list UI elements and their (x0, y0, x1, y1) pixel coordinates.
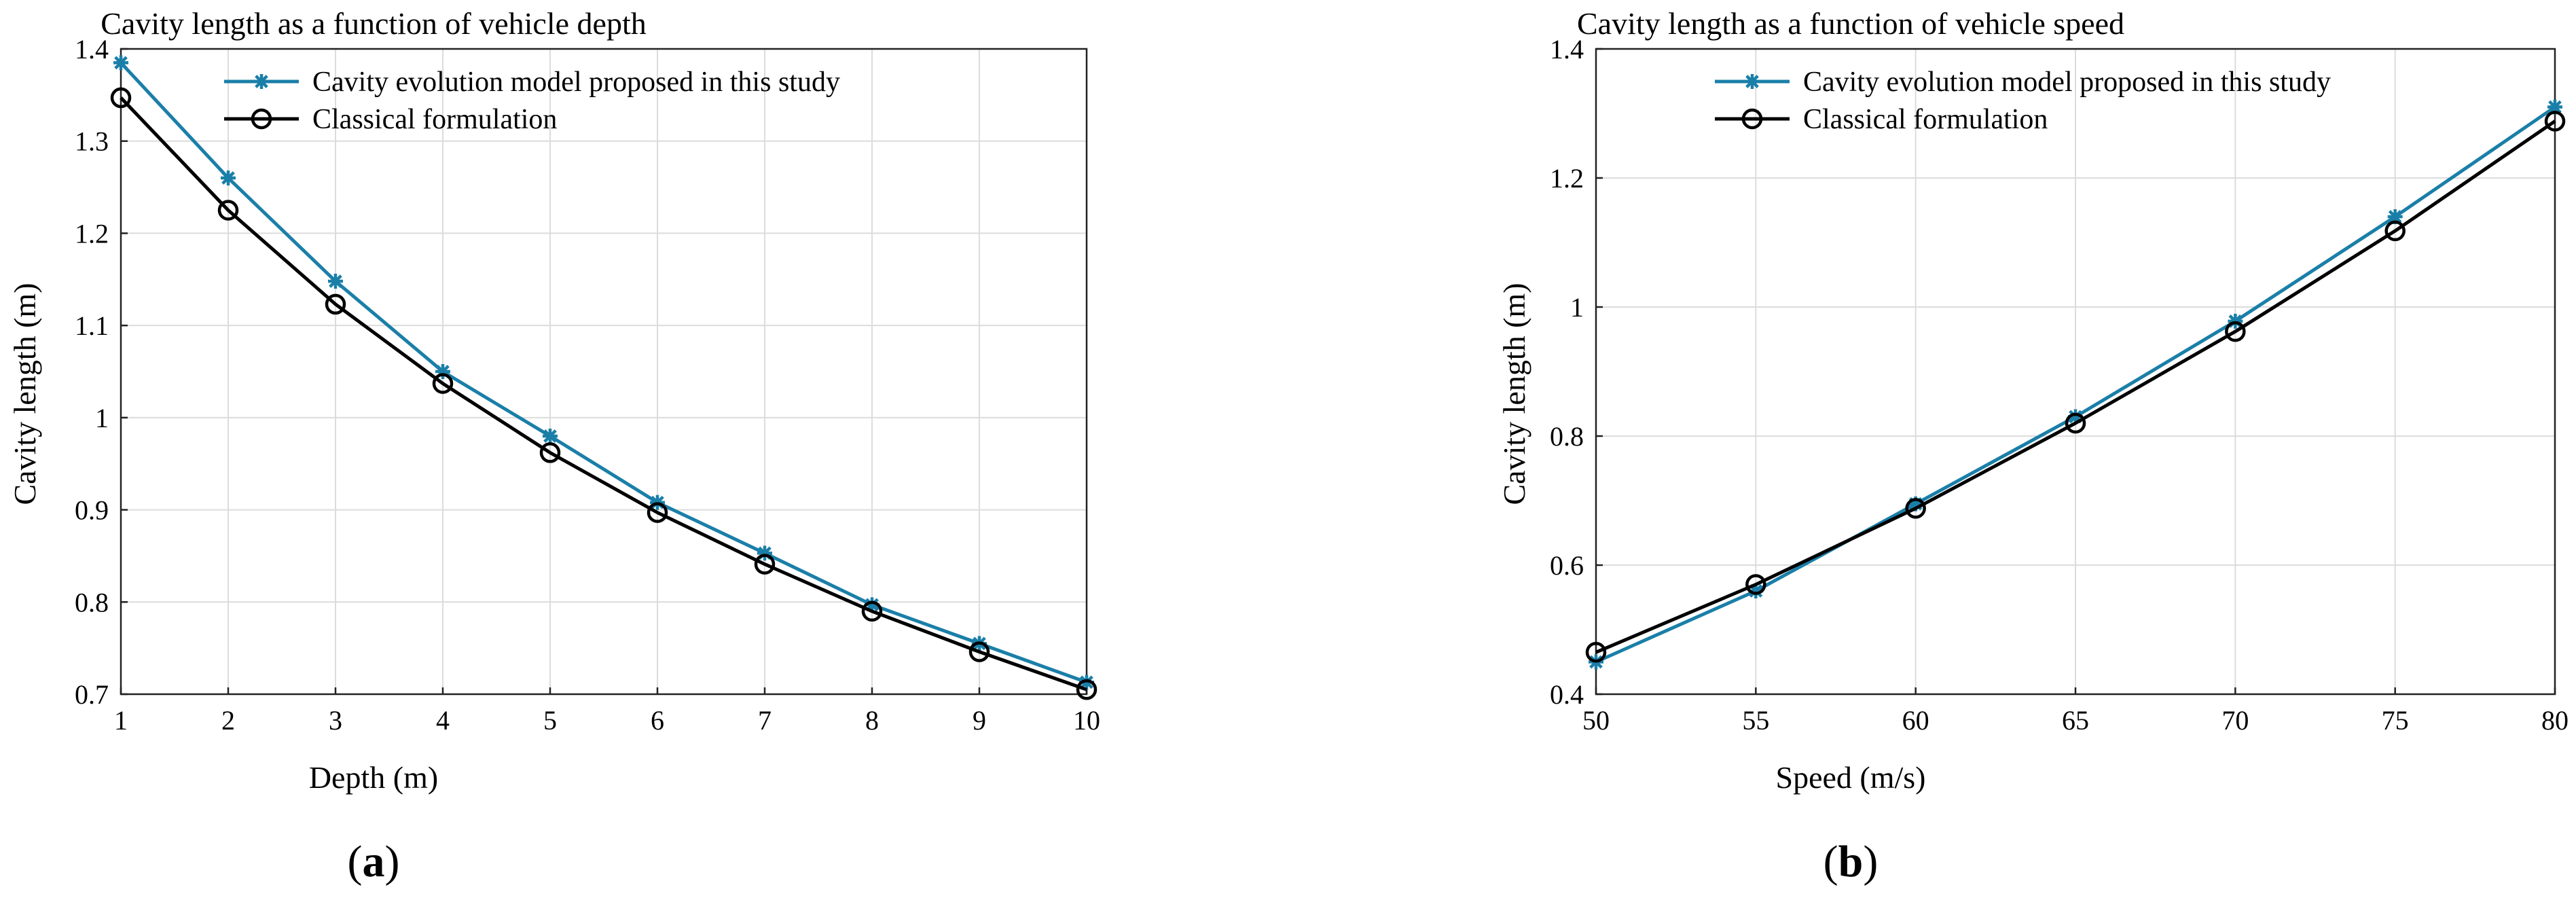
data-point-classical-a (217, 200, 239, 221)
data-point-classical-a (110, 87, 132, 109)
legend-label-proposed-b: Cavity evolution model proposed in this … (1803, 67, 2331, 98)
x-tick-label-a: 5 (543, 705, 557, 736)
legend-marker-classical-b (1741, 108, 1763, 130)
y-ticks-b: 0.4 0.6 0.8 1 1.2 1.4 (1550, 34, 1603, 710)
data-point-classical-a (754, 554, 776, 575)
y-tick-label-b: 1 (1570, 292, 1584, 323)
chart-title-a: Cavity length as a function of vehicle d… (101, 6, 647, 41)
legend-label-proposed-a: Cavity evolution model proposed in this … (312, 67, 840, 98)
y-tick-label-a: 1.1 (75, 310, 109, 341)
data-point-proposed-a (328, 274, 343, 289)
x-axis-label-a: Depth (m) (309, 760, 438, 795)
plot-frame-b (1595, 48, 2556, 696)
x-ticks-a: 1 2 3 4 5 6 7 8 9 10 (114, 687, 1100, 736)
data-point-classical-a (647, 502, 668, 523)
x-axis-label-b: Speed (m/s) (1775, 760, 1925, 795)
y-tick-label-a: 1.4 (75, 34, 109, 65)
legend-symbol-proposed-b (1745, 74, 1760, 89)
legend-symbol-classical-a (251, 108, 272, 130)
legend-symbol-classical-b (1741, 108, 1763, 130)
x-tick-label-a: 4 (436, 705, 450, 736)
series-group-a (110, 55, 1097, 700)
y-tick-label-b: 0.6 (1550, 550, 1584, 581)
x-tick-label-b: 50 (1582, 705, 1610, 736)
x-tick-label-a: 2 (221, 705, 235, 736)
y-ticks-a: 0.7 0.8 0.9 1 1.1 1.2 1.3 1.4 (75, 34, 128, 710)
legend-symbol-proposed-a (254, 74, 269, 89)
legend-marker-classical-a (251, 108, 272, 130)
data-point-proposed-a (543, 429, 558, 444)
x-tick-label-a: 7 (758, 705, 772, 736)
x-tick-label-b: 80 (2541, 705, 2569, 736)
y-axis-label-a: Cavity length (m) (7, 283, 42, 505)
data-point-classical-a (539, 442, 561, 463)
x-tick-label-a: 6 (651, 705, 664, 736)
series-line-classical-b (1595, 120, 2556, 654)
x-tick-label-b: 70 (2221, 705, 2249, 736)
series-group-b (1585, 99, 2566, 670)
x-tick-label-a: 8 (865, 705, 879, 736)
legend-label-classical-b: Classical formulation (1803, 104, 2048, 135)
x-tick-label-a: 10 (1073, 705, 1100, 736)
y-tick-label-a: 1 (95, 403, 109, 433)
y-tick-label-b: 0.8 (1550, 421, 1584, 452)
data-point-classical-a (432, 373, 454, 394)
data-point-classical-b (1905, 498, 1926, 519)
data-point-classical-a (325, 293, 346, 315)
data-point-classical-b (1585, 642, 1607, 663)
data-point-classical-b (2065, 412, 2086, 434)
x-tick-label-b: 75 (2382, 705, 2409, 736)
y-tick-label-a: 1.3 (75, 126, 109, 157)
data-point-classical-a (1076, 679, 1097, 700)
legend-label-classical-a: Classical formulation (312, 104, 557, 135)
data-point-proposed-b (2387, 209, 2403, 224)
chart-title-b: Cavity length as a function of vehicle s… (1577, 6, 2124, 41)
data-point-proposed-b (2547, 99, 2562, 115)
chart-panel-a: Cavity length as a function of vehicle d… (7, 6, 1100, 886)
data-point-classical-a (861, 600, 883, 622)
x-tick-label-b: 55 (1742, 705, 1769, 736)
data-point-proposed-b (1748, 583, 1764, 598)
data-point-proposed-a (113, 55, 128, 71)
y-tick-label-a: 0.8 (75, 587, 109, 617)
data-point-proposed-a (865, 597, 879, 613)
data-point-classical-b (2384, 220, 2406, 242)
legend-marker-proposed-b (1745, 74, 1760, 89)
y-axis-label-b: Cavity length (m) (1497, 283, 1531, 505)
panel-caption-a: (a) (348, 837, 400, 886)
series-line-classical-a (120, 96, 1087, 691)
data-point-proposed-a (757, 545, 772, 561)
data-point-classical-b (2225, 321, 2246, 342)
legend-marker-proposed-a (254, 74, 269, 89)
data-point-proposed-a (435, 364, 450, 379)
legend-b: Cavity evolution model proposed in this … (1715, 67, 2331, 135)
y-tick-label-b: 1.4 (1550, 34, 1584, 65)
x-tick-label-b: 65 (2062, 705, 2089, 736)
x-tick-label-a: 9 (973, 705, 986, 736)
data-point-proposed-a (221, 170, 236, 185)
series-line-proposed-a (120, 61, 1087, 684)
plot-frame-a (120, 48, 1088, 696)
x-tick-label-a: 3 (329, 705, 342, 736)
data-point-classical-a (968, 641, 990, 662)
y-tick-label-a: 0.9 (75, 495, 109, 526)
data-point-classical-b (1745, 574, 1766, 595)
y-tick-label-a: 1.2 (75, 218, 109, 249)
legend-a: Cavity evolution model proposed in this … (224, 67, 840, 135)
chart-panel-b: Cavity length as a function of vehicle s… (1497, 6, 2569, 886)
panel-caption-b: (b) (1824, 837, 1879, 886)
grid-a (120, 48, 1087, 695)
x-tick-label-a: 1 (114, 705, 128, 736)
y-tick-label-b: 1.2 (1550, 163, 1584, 194)
data-point-proposed-b (1908, 496, 1923, 511)
y-tick-label-a: 0.7 (75, 679, 109, 710)
x-tick-label-b: 60 (1902, 705, 1929, 736)
data-point-proposed-b (2068, 409, 2083, 425)
y-tick-label-b: 0.4 (1550, 679, 1584, 710)
data-point-classical-b (2544, 111, 2566, 132)
